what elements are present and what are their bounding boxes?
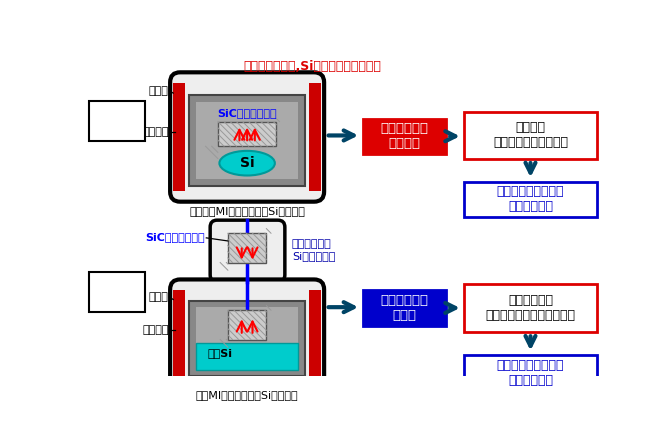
- Bar: [228, 233, 267, 263]
- Bar: [362, 290, 446, 326]
- Ellipse shape: [219, 151, 275, 176]
- Bar: [190, 96, 305, 186]
- Text: 一般的なMI法による溶融Si含浸方法: 一般的なMI法による溶融Si含浸方法: [189, 206, 305, 216]
- Text: SiCプリフォーム: SiCプリフォーム: [145, 232, 205, 242]
- Bar: [310, 83, 321, 191]
- Bar: [196, 102, 298, 179]
- Text: 高温暴露時間
分単位: 高温暴露時間 分単位: [380, 294, 428, 322]
- Bar: [174, 83, 185, 191]
- Text: 高温炉: 高温炉: [149, 292, 169, 302]
- Bar: [190, 301, 305, 376]
- FancyBboxPatch shape: [170, 72, 324, 202]
- Bar: [89, 101, 145, 141]
- Text: 繊維劣化防止
汎用グレード繊維の可能性: 繊維劣化防止 汎用グレード繊維の可能性: [486, 294, 576, 322]
- Text: 高温炉: 高温炉: [149, 86, 169, 96]
- FancyBboxPatch shape: [210, 220, 285, 282]
- Text: 溶融Si: 溶融Si: [207, 349, 232, 358]
- Text: ヒーター: ヒーター: [142, 126, 169, 137]
- Text: SiCプリフォーム: SiCプリフォーム: [217, 108, 277, 118]
- Bar: [174, 290, 185, 376]
- Text: 高コスト・プロセス
高コスト繊維: 高コスト・プロセス 高コスト繊維: [496, 185, 564, 213]
- Bar: [196, 307, 298, 370]
- Text: 予め溶融した
Siに浸漬含浸: 予め溶融した Siに浸漬含浸: [292, 239, 335, 261]
- Text: 本提案: 本提案: [102, 283, 132, 301]
- Text: 低コスト・プロセス
低コスト繊維: 低コスト・プロセス 低コスト繊維: [496, 359, 564, 387]
- Bar: [464, 181, 597, 217]
- Text: 高温暴露時間
時間単位: 高温暴露時間 時間単位: [380, 122, 428, 150]
- Bar: [362, 118, 446, 154]
- Bar: [464, 355, 597, 390]
- Text: Si: Si: [240, 156, 255, 170]
- Bar: [310, 290, 321, 376]
- Bar: [228, 310, 267, 340]
- Text: 繊維劣化
耐熱グレード繊維必要: 繊維劣化 耐熱グレード繊維必要: [493, 121, 568, 149]
- FancyBboxPatch shape: [170, 280, 324, 386]
- Bar: [464, 113, 597, 159]
- Text: 従来法: 従来法: [102, 112, 132, 130]
- Text: 高速MI法による溶融Si含浸方法: 高速MI法による溶融Si含浸方法: [196, 390, 298, 400]
- Text: ヒーター: ヒーター: [142, 325, 169, 335]
- Bar: [89, 272, 145, 312]
- Bar: [218, 121, 277, 146]
- Text: 室温から昇温し,Siを溶融しながら含浸: 室温から昇温し,Siを溶融しながら含浸: [244, 60, 381, 73]
- Bar: [464, 284, 597, 332]
- Bar: [196, 343, 298, 370]
